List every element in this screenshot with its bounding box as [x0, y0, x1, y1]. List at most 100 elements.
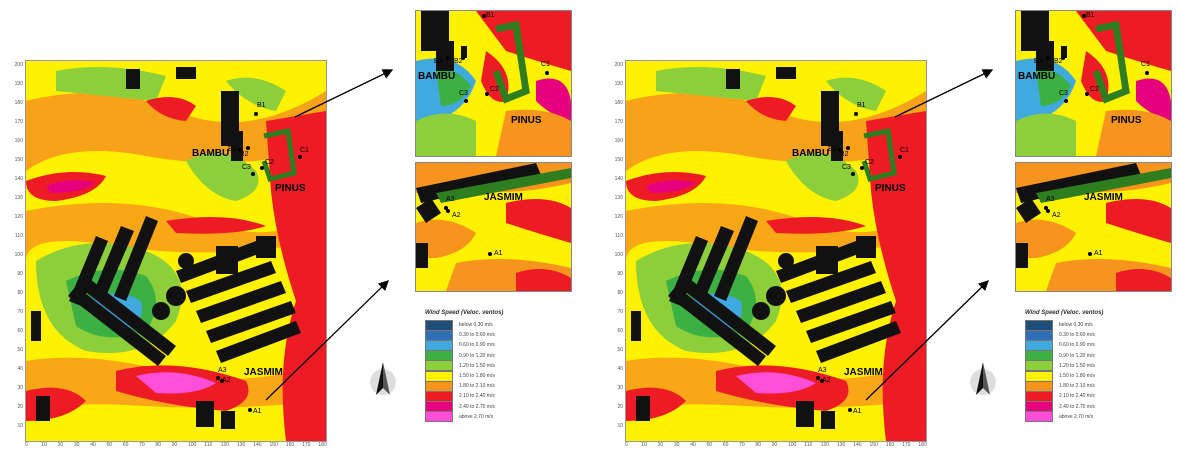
legend-label: 1.80 to 2.10 m/s — [1059, 383, 1095, 390]
y-tick-label: 10 — [17, 423, 23, 429]
x-tick-label: 50 — [706, 442, 713, 448]
legend-item: 0.60 to 0.90 m/s — [1025, 339, 1165, 351]
inset-label-bambu: BAMBU — [1018, 71, 1056, 82]
inset-point-b3-label: B3 — [1034, 58, 1043, 65]
inset-point-a2-marker — [446, 209, 450, 213]
x-tick-label: 150 — [269, 442, 278, 448]
point-a2-label: A2 — [822, 377, 831, 384]
legend-label: 0.60 to 0.90 m/s — [1059, 342, 1095, 349]
inset-point-b1-marker — [482, 14, 486, 18]
point-b1-marker — [254, 112, 258, 116]
legend-item: 2.10 to 2.40 m/s — [425, 390, 565, 402]
x-tick-label: 50 — [106, 442, 113, 448]
legend-label: 1.80 to 2.10 m/s — [459, 383, 495, 390]
inset-point-c2-label: C2 — [1090, 86, 1099, 93]
x-tick-label: 20 — [57, 442, 64, 448]
legend-item: 1.20 to 1.50 m/s — [425, 360, 565, 372]
y-tick-label: 180 — [14, 100, 23, 106]
y-tick-label: 50 — [17, 347, 23, 353]
inset-point-b2-label: B2 — [1054, 58, 1063, 65]
inset-label-pinus: PINUS — [511, 115, 542, 126]
point-b1-marker — [854, 112, 858, 116]
y-tick-label: 100 — [14, 252, 23, 258]
legend-label: above 2.70 m/s — [459, 413, 494, 420]
y-tick-label: 200 — [14, 62, 23, 68]
legend-item: below 0.30 m/s — [425, 319, 565, 331]
legend-item: 0.60 to 0.90 m/s — [425, 339, 565, 351]
y-tick-label: 150 — [614, 157, 623, 163]
legend-item: 2.10 to 2.40 m/s — [1025, 390, 1165, 402]
y-tick-label: 60 — [17, 328, 23, 334]
y-tick-label: 70 — [617, 309, 623, 315]
x-tick-label: 180 — [318, 442, 327, 448]
y-tick-label: 40 — [617, 366, 623, 372]
label-bambu: BAMBU — [792, 148, 830, 159]
y-tick-label: 170 — [614, 119, 623, 125]
point-a3-label: A3 — [818, 367, 827, 374]
point-b1-label: B1 — [257, 102, 266, 109]
y-tick-label: 100 — [614, 252, 623, 258]
x-tick-label: 80 — [155, 442, 161, 448]
wind-speed-map — [625, 60, 927, 442]
point-a2-marker — [220, 379, 224, 383]
inset-point-c1-label: C1 — [1141, 61, 1150, 68]
point-c3-label: C3 — [842, 164, 851, 171]
x-tick-label: 30 — [73, 442, 80, 448]
legend-label: 2.10 to 2.40 m/s — [1059, 393, 1095, 400]
legend-title: Wind Speed (Veloc. ventos) — [1025, 310, 1104, 316]
inset-point-a1-marker — [1088, 252, 1092, 256]
x-tick-label: 170 — [302, 442, 311, 448]
inset-label-jasmim: JASMIM — [484, 192, 523, 203]
x-tick-label: 30 — [673, 442, 680, 448]
y-tick-label: 130 — [614, 195, 623, 201]
x-tick-label: 140 — [853, 442, 862, 448]
y-tick-label: 120 — [14, 214, 23, 220]
point-b2-marker — [846, 146, 850, 150]
x-tick-label: 110 — [804, 442, 813, 448]
x-tick-label: 80 — [755, 442, 761, 448]
legend-label: 0.60 to 0.90 m/s — [459, 342, 495, 349]
legend-swatch — [425, 411, 453, 423]
x-tick-label: 70 — [139, 442, 145, 448]
legend-item: 2.40 to 2.70 m/s — [425, 401, 565, 413]
wind-speed-legend: Wind Speed (Veloc. ventos) below 0.30 m/… — [425, 310, 565, 423]
inset-point-a1-label: A1 — [1094, 250, 1103, 257]
x-tick-label: 90 — [771, 442, 778, 448]
panel-scenario-left: 200 190 180 170 160 150 140 130 120 110 100 90 80 70 6… — [14, 10, 572, 448]
inset-point-a2-label: A2 — [1052, 212, 1061, 219]
y-tick-label: 160 — [14, 138, 23, 144]
x-tick-label: 60 — [722, 442, 729, 448]
legend-item: 1.80 to 2.10 m/s — [1025, 380, 1165, 392]
legend-item: above 2.70 m/s — [425, 411, 565, 423]
x-tick-label: 140 — [253, 442, 262, 448]
inset-point-b1-label: B1 — [486, 12, 495, 19]
legend-item: 0.30 to 0.60 m/s — [1025, 329, 1165, 341]
point-b3-label: B3 — [828, 146, 837, 153]
y-tick-label: 140 — [614, 176, 623, 182]
point-b3-label: B3 — [228, 146, 237, 153]
legend-label: 1.50 to 1.80 m/s — [1059, 373, 1095, 380]
y-tick-label: 70 — [17, 309, 23, 315]
y-tick-label: 60 — [617, 328, 623, 334]
inset-point-c1-marker — [1145, 71, 1149, 75]
point-b3-marker — [238, 148, 242, 152]
point-a1-marker — [248, 408, 252, 412]
inset-zoom-south: A3 A2 JASMIM A1 — [415, 162, 572, 292]
x-axis: 0 10 20 30 40 50 60 70 80 90 100 110 120 130 140 150 160… — [625, 442, 927, 452]
x-tick-label: 70 — [739, 442, 745, 448]
inset-point-b3-label: B3 — [434, 58, 443, 65]
y-tick-label: 150 — [14, 157, 23, 163]
x-tick-label: 10 — [41, 442, 47, 448]
y-tick-label: 90 — [617, 271, 623, 277]
inset-point-c3-marker — [464, 99, 468, 103]
inset-point-a3-marker — [444, 206, 448, 210]
wind-field-svg — [626, 61, 926, 441]
legend-label: below 0.30 m/s — [459, 322, 493, 329]
point-a1-label: A1 — [853, 408, 862, 415]
x-tick-label: 130 — [236, 442, 246, 448]
inset-point-c3-label: C3 — [459, 90, 468, 97]
inset-zoom-south: A3 A2 JASMIM A1 — [1015, 162, 1172, 292]
panel-scenario-right: 200 190 180 170 160 150 140 130 120 110 100 90 80 70 6… — [600, 0, 1178, 453]
inset-south-svg — [1016, 163, 1171, 291]
y-tick-label: 30 — [617, 385, 623, 391]
